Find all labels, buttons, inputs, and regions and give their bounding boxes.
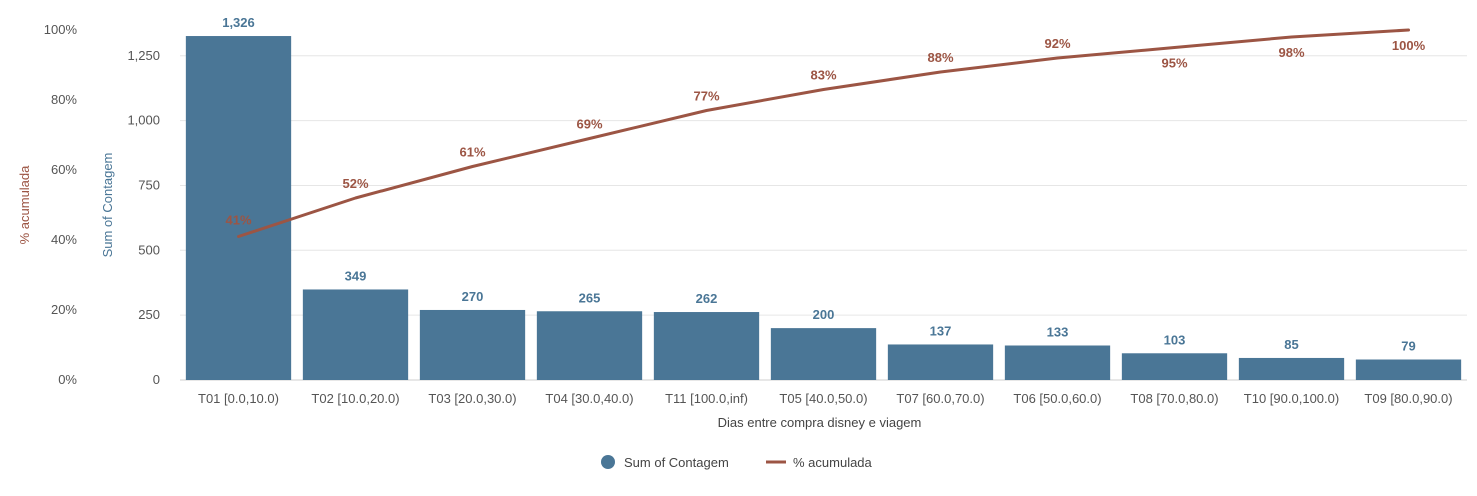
line-point-label: 95% (1161, 56, 1187, 71)
bar (1121, 353, 1228, 380)
legend-bar-label: Sum of Contagem (624, 455, 729, 470)
x-tick-label: T08 [70.0,80.0) (1130, 391, 1218, 406)
y2-tick-label: 60% (51, 162, 77, 177)
bar (1355, 359, 1462, 380)
y-axis-title: Sum of Contagem (100, 153, 115, 258)
axis-layer: % acumulada Sum of Contagem Dias entre c… (17, 22, 1453, 430)
x-tick-label: T09 [80.0,90.0) (1364, 391, 1452, 406)
line-point-label: 83% (810, 68, 836, 83)
bar-value-label: 265 (579, 290, 601, 305)
bar (419, 309, 526, 380)
bar (653, 312, 760, 380)
y2-tick-label: 40% (51, 232, 77, 247)
legend-bar-swatch (601, 455, 615, 469)
y2-tick-label: 100% (44, 22, 78, 37)
line-point-label: 92% (1044, 36, 1070, 51)
bar-layer (185, 36, 1462, 380)
x-tick-label: T04 [30.0,40.0) (545, 391, 633, 406)
legend-line-label: % acumulada (793, 455, 873, 470)
cumulative-line (237, 28, 1410, 238)
bar-value-label: 1,326 (222, 15, 255, 30)
x-tick-label: T06 [50.0,60.0) (1013, 391, 1101, 406)
y-tick-label: 750 (138, 177, 160, 192)
bar-value-label: 79 (1401, 339, 1415, 354)
bar-value-label: 103 (1164, 332, 1186, 347)
x-tick-label: T05 [40.0,50.0) (779, 391, 867, 406)
bar (1238, 357, 1345, 380)
bar (185, 36, 292, 380)
bar (1004, 345, 1111, 380)
bar-value-label: 133 (1047, 325, 1069, 340)
bar-value-label: 200 (813, 307, 835, 322)
y-tick-label: 1,000 (127, 113, 160, 128)
line-layer (237, 28, 1410, 238)
line-point-label: 61% (459, 145, 485, 160)
line-point-label: 41% (225, 213, 251, 228)
line-point-label: 98% (1278, 45, 1304, 60)
y-tick-label: 500 (138, 242, 160, 257)
bar (887, 344, 994, 380)
bar (770, 328, 877, 380)
bar (536, 311, 643, 380)
label-layer: 1,326 349 270 265 262 200 137 133 103 85 79 41% 52% 6… (222, 15, 1425, 353)
x-axis-title: Dias entre compra disney e viagem (718, 415, 922, 430)
line-point-label: 100% (1392, 38, 1426, 53)
bar-value-label: 270 (462, 289, 484, 304)
y-tick-label: 1,250 (127, 48, 160, 63)
y2-tick-label: 20% (51, 302, 77, 317)
y2-tick-label: 0% (58, 372, 77, 387)
x-tick-label: T11 [100.0,inf) (665, 391, 748, 406)
bar (302, 289, 409, 380)
y-tick-label: 250 (138, 307, 160, 322)
legend: Sum of Contagem % acumulada (601, 455, 873, 470)
x-tick-label: T01 [0.0,10.0) (198, 391, 279, 406)
y2-tick-label: 80% (51, 92, 77, 107)
line-point-label: 69% (576, 117, 602, 132)
bar-value-label: 349 (345, 268, 367, 283)
y-tick-label: 0 (153, 372, 160, 387)
x-tick-label: T02 [10.0,20.0) (311, 391, 399, 406)
y2-axis-title: % acumulada (17, 165, 32, 245)
bar-value-label: 85 (1284, 337, 1298, 352)
line-point-label: 52% (342, 176, 368, 191)
x-tick-label: T03 [20.0,30.0) (428, 391, 516, 406)
x-tick-label: T07 [60.0,70.0) (896, 391, 984, 406)
line-point-label: 77% (693, 89, 719, 104)
bar-value-label: 262 (696, 291, 718, 306)
bar-value-label: 137 (930, 323, 952, 338)
x-tick-label: T10 [90.0,100.0) (1244, 391, 1339, 406)
line-point-label: 88% (927, 50, 953, 65)
